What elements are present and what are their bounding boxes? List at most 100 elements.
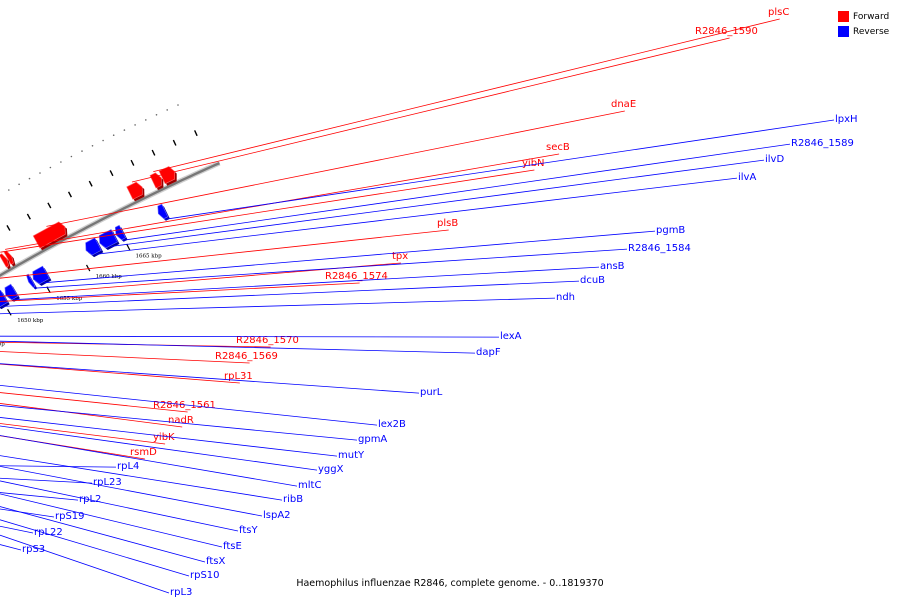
leader-line	[0, 363, 420, 394]
gene-label: rpL22	[34, 527, 63, 538]
guide-dot	[49, 166, 52, 169]
guide-dot	[155, 114, 158, 116]
gene-dnae[interactable]	[32, 221, 68, 251]
gene-label: ansB	[600, 261, 625, 272]
reverse-swatch	[838, 26, 849, 37]
genome-title: Haemophilus influenzae R2846, complete g…	[296, 578, 604, 589]
guide-dot	[8, 189, 10, 191]
gene-label: lspA2	[263, 510, 291, 521]
scale-tick	[85, 264, 91, 272]
legend-label-forward: Forward	[853, 11, 890, 22]
guide-dot	[60, 161, 62, 163]
leader-line	[0, 425, 318, 471]
gene-label: plsC	[768, 7, 789, 18]
gene-label: yibN	[522, 158, 545, 169]
guide-dot	[145, 119, 147, 121]
scale-tick-label: 1665 kbp	[136, 253, 163, 259]
gene-box	[157, 203, 169, 220]
leader-line	[0, 534, 170, 594]
gene-label: dnaE	[611, 99, 636, 110]
leader-line	[0, 351, 250, 364]
gene-box	[0, 253, 10, 268]
leader-line	[0, 480, 239, 532]
guide-dot	[134, 124, 136, 126]
leader-line	[0, 519, 190, 577]
guide-dot	[112, 134, 115, 136]
gene-yibn[interactable]	[0, 253, 11, 270]
legend-entry-reverse: Reverse	[838, 24, 889, 39]
gene-r2846-1590[interactable]	[126, 181, 145, 202]
gene-features	[0, 166, 177, 310]
leader-line	[0, 435, 298, 487]
gene-label: ribB	[283, 494, 303, 505]
guide-mark	[109, 170, 114, 177]
gene-label: ftsX	[206, 556, 225, 567]
gene-label: dapF	[476, 347, 501, 358]
leader-line	[43, 230, 656, 284]
guide-mark	[151, 149, 156, 156]
leader-line	[122, 143, 791, 241]
guide-mark	[47, 202, 52, 209]
gene-label: lex2B	[378, 419, 406, 430]
gene-label: R2846_1569	[215, 351, 278, 362]
leader-line	[0, 506, 206, 563]
gene-box	[32, 221, 66, 249]
leader-line	[153, 18, 780, 172]
guide-dot	[28, 177, 31, 180]
gene-label: rpS3	[22, 544, 45, 555]
leader-line	[34, 248, 628, 289]
guide-dot	[102, 139, 104, 142]
scale-tick	[46, 286, 51, 294]
leader-line	[0, 340, 476, 354]
guide-mark	[26, 213, 31, 220]
scale-ticks: 1620 kbp1625 kbp1630 kbp1635 kbp1640 kbp…	[0, 243, 163, 347]
leader-line	[110, 159, 765, 247]
gene-r2846-1584[interactable]	[26, 273, 38, 290]
guide-dot	[177, 104, 179, 106]
gene-label: rpL2	[79, 494, 101, 505]
gene-label: gpmA	[358, 434, 387, 445]
gene-label: R2846_1589	[791, 138, 854, 149]
gene-r2846-1593[interactable]	[158, 166, 177, 186]
leader-line	[0, 297, 556, 315]
gene-label: rpL3	[170, 587, 192, 598]
gene-r2846-1589[interactable]	[114, 224, 128, 242]
dotted-guide	[6, 104, 198, 231]
scale-tick	[7, 308, 12, 316]
leader-line	[0, 492, 79, 501]
scale-tick	[126, 243, 131, 251]
gene-label: ndh	[556, 292, 575, 303]
gene-label: ftsE	[223, 541, 242, 552]
gene-secb[interactable]	[3, 250, 16, 267]
gene-box	[0, 289, 9, 308]
guide-mark	[172, 139, 177, 146]
leader-line	[0, 508, 55, 518]
gene-label: ilvA	[738, 172, 756, 183]
leader-line	[0, 455, 283, 501]
gene-box	[85, 237, 102, 256]
gene-label: pgmB	[656, 225, 685, 236]
guide-dot	[18, 183, 20, 186]
leader-line	[164, 119, 835, 220]
gene-label: R2846_1584	[628, 243, 691, 254]
gene-lpxh[interactable]	[157, 203, 170, 221]
gene-label: rpL4	[117, 461, 139, 472]
leader-line	[0, 392, 188, 413]
gene-box	[3, 250, 14, 265]
gene-label: tpx	[392, 251, 408, 262]
gene-label: rpL31	[224, 371, 253, 382]
gene-pgmb[interactable]	[32, 265, 52, 286]
gene-ilvd[interactable]	[98, 229, 120, 251]
guide-mark	[130, 159, 135, 166]
strand-legend: Forward Reverse	[838, 9, 889, 39]
leader-line	[0, 465, 263, 517]
gene-label: rsmD	[130, 447, 157, 458]
guide-dot	[81, 150, 83, 152]
leader-line	[0, 335, 500, 338]
gene-box	[26, 273, 36, 288]
guide-dot	[39, 172, 41, 174]
gene-ilva[interactable]	[85, 237, 104, 258]
gene-label: secB	[546, 142, 570, 153]
